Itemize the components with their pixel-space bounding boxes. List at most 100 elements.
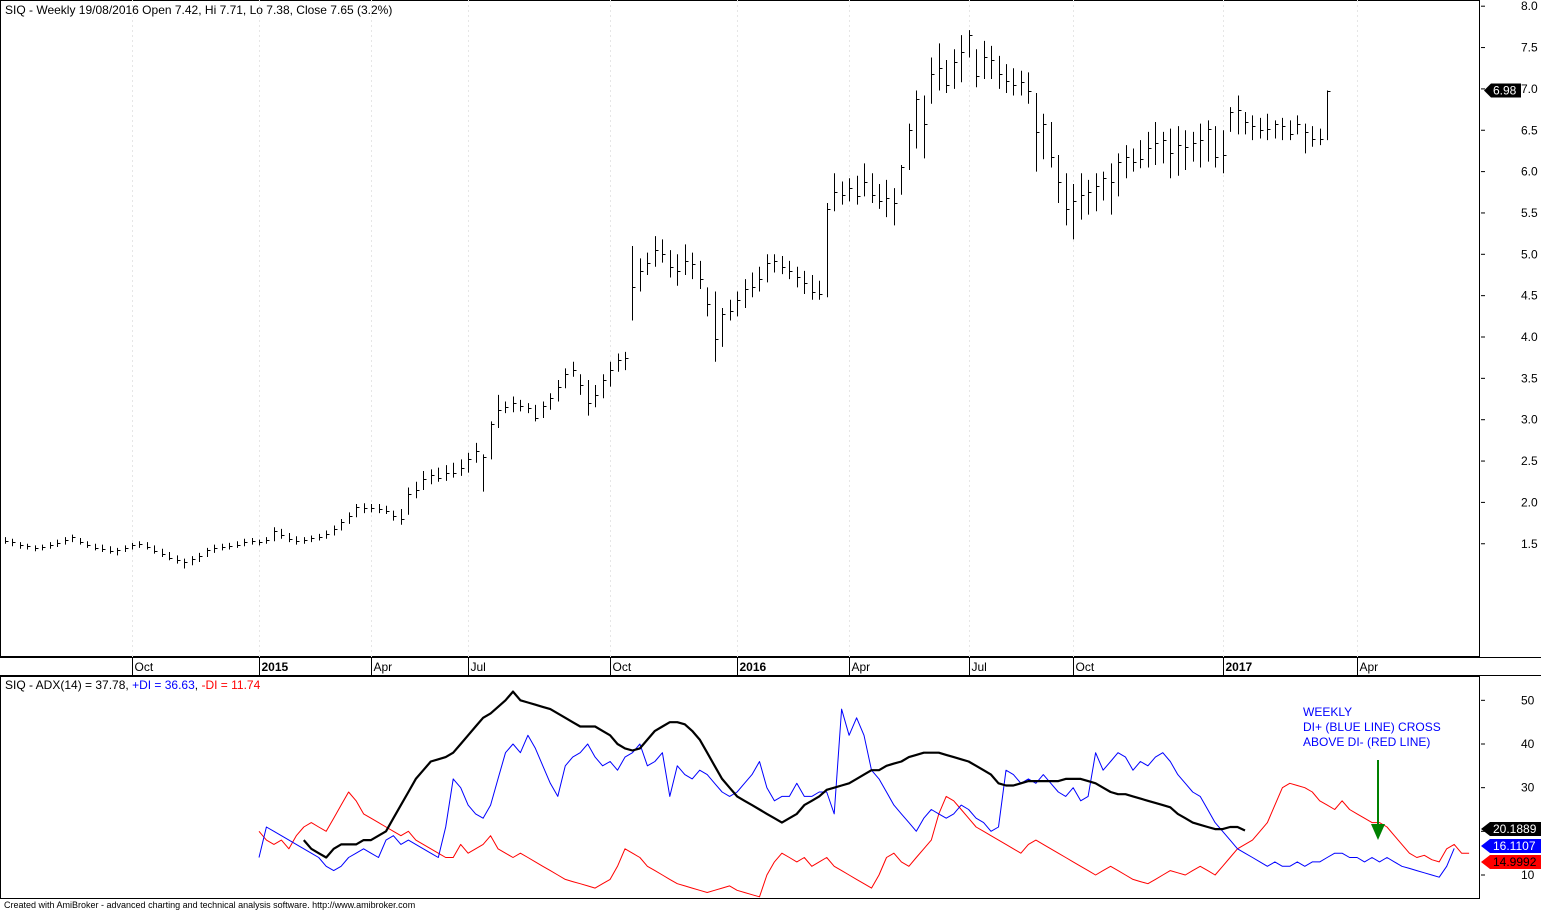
price-bar — [1282, 117, 1286, 141]
price-bar — [969, 30, 973, 58]
price-bar — [759, 266, 763, 292]
price-bar — [767, 254, 771, 283]
indicator-tick-label: 40 — [1521, 737, 1535, 751]
indicator-y-axis: 1020304050 — [1481, 693, 1535, 882]
price-bar — [244, 538, 248, 547]
price-grid — [132, 0, 1358, 657]
price-bar — [1028, 72, 1032, 104]
price-bar — [543, 401, 547, 419]
price-bar — [864, 163, 868, 197]
price-bar — [595, 384, 599, 408]
price-bar — [692, 252, 696, 280]
price-bar — [1126, 145, 1130, 179]
price-bar — [1275, 120, 1279, 139]
indicator-lines — [258, 690, 1470, 898]
date-tick-label: Apr — [374, 660, 393, 674]
date-tick-label: Oct — [135, 660, 154, 674]
price-bar — [782, 255, 786, 275]
price-bar — [379, 504, 383, 514]
price-bar — [461, 459, 465, 476]
annotation: WEEKLY DI+ (BLUE LINE) CROSS ABOVE DI- (… — [1303, 705, 1441, 840]
price-bar — [1178, 126, 1182, 176]
price-bar — [72, 534, 76, 543]
price-bar — [610, 361, 614, 387]
price-bar — [371, 504, 375, 513]
plus-di-value-tag: 16.1107 — [1481, 839, 1541, 853]
plus-di-value-tag-text: 16.1107 — [1493, 839, 1536, 853]
price-bar — [349, 512, 353, 524]
price-bar — [1193, 131, 1197, 162]
price-bar — [498, 394, 502, 428]
price-bar — [1043, 113, 1047, 160]
date-tick-label: Oct — [613, 660, 632, 674]
price-bar — [102, 544, 106, 553]
price-bar — [1140, 140, 1144, 169]
price-bar — [872, 173, 876, 204]
price-bar — [423, 470, 427, 490]
price-bar — [1305, 123, 1309, 154]
price-bar — [139, 541, 143, 548]
price-bar — [476, 442, 480, 463]
price-bar — [281, 528, 285, 539]
price-tick-label: 5.0 — [1521, 247, 1538, 261]
price-bar — [491, 421, 495, 460]
price-tick-label: 6.0 — [1521, 165, 1538, 179]
price-tick-label: 4.5 — [1521, 289, 1538, 303]
footer-credit: Created with AmiBroker - advanced charti… — [4, 900, 415, 910]
date-tick-label: Apr — [852, 660, 871, 674]
price-bar — [737, 291, 741, 317]
price-bar — [237, 541, 241, 548]
price-bar — [1238, 95, 1242, 135]
price-bar — [640, 258, 644, 292]
arrow-down-icon — [1371, 824, 1385, 840]
price-bar — [715, 291, 719, 362]
price-tick-label: 3.5 — [1521, 371, 1538, 385]
price-bar — [5, 537, 9, 544]
price-bar — [1267, 113, 1271, 141]
price-bar — [468, 452, 472, 473]
price-bar — [259, 539, 263, 546]
price-bar — [1006, 64, 1010, 94]
price-bar — [879, 184, 883, 209]
price-bar — [154, 545, 158, 554]
price-bar — [797, 266, 801, 288]
price-bar — [401, 509, 405, 525]
price-bar — [446, 465, 450, 481]
price-bar — [804, 270, 808, 294]
adx-value-tag-text: 20.1889 — [1493, 822, 1537, 836]
date-tick-label: Jul — [972, 660, 987, 674]
price-bar — [655, 236, 659, 267]
price-bar — [125, 545, 129, 553]
price-bar — [924, 95, 928, 159]
adx-value-tag: 20.1889 — [1481, 822, 1541, 836]
price-bar — [819, 280, 823, 300]
price-bar — [1170, 128, 1174, 179]
price-bar — [65, 537, 69, 545]
price-bar — [416, 481, 420, 499]
price-bar — [1013, 68, 1017, 96]
price-bar — [199, 552, 203, 562]
price-tick-label: 2.0 — [1521, 495, 1538, 509]
price-bar — [364, 503, 368, 514]
price-bar — [87, 541, 91, 548]
price-bar — [356, 504, 360, 518]
price-bar — [1312, 126, 1316, 147]
price-panel-title: SIQ - Weekly 19/08/2016 Open 7.42, Hi 7.… — [5, 3, 392, 17]
price-bar — [222, 543, 226, 551]
price-bar — [752, 272, 756, 298]
price-bar — [319, 533, 323, 541]
price-bar — [177, 555, 181, 564]
indicator-title-plus-di: +DI = 36.63 — [132, 678, 195, 692]
price-bar — [311, 535, 315, 543]
price-bar — [603, 374, 607, 399]
price-bar — [12, 538, 16, 547]
price-bar — [1252, 115, 1256, 141]
price-bar — [408, 487, 412, 515]
price-bar — [1297, 115, 1301, 135]
price-bar — [625, 351, 629, 371]
price-tick-label: 1.5 — [1521, 537, 1538, 551]
price-bar — [999, 55, 1003, 89]
price-bar — [20, 542, 24, 549]
date-tick-label: Apr — [1360, 660, 1379, 674]
price-bar — [774, 254, 778, 273]
